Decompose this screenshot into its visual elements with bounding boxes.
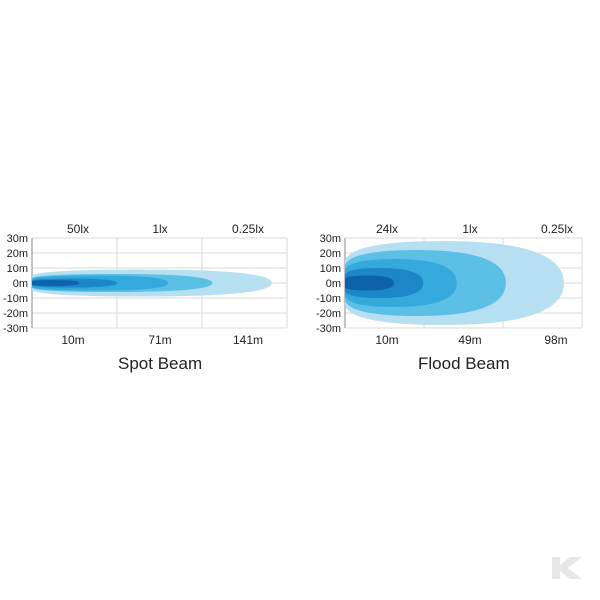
flood-beam-chart: 30m 20m 10m 0m -10m -20m -30m 24lx 1lx 0.25lx 10m 4… xyxy=(310,220,600,390)
spot-lux-label: 1lx xyxy=(152,222,167,236)
flood-y-tick-label: 20m xyxy=(320,248,341,260)
flood-beam-title: Flood Beam xyxy=(418,354,510,373)
spot-distance-label: 71m xyxy=(148,333,171,347)
flood-y-tick-label: 10m xyxy=(320,263,341,275)
spot-lux-label: 0.25lx xyxy=(232,222,264,236)
flood-distance-label: 49m xyxy=(458,333,481,347)
spot-y-tick-label: -20m xyxy=(3,308,28,320)
spot-y-tick-label: 30m xyxy=(7,233,28,245)
flood-distance-label: 10m xyxy=(375,333,398,347)
flood-distance-label: 98m xyxy=(544,333,567,347)
k-logo-icon xyxy=(550,555,586,586)
spot-beam-contour-4 xyxy=(32,280,80,286)
spot-y-tick-label: -10m xyxy=(3,293,28,305)
flood-beam-contour-4 xyxy=(345,275,395,291)
spot-y-tick-label: -30m xyxy=(3,323,28,335)
spot-y-tick-label: 10m xyxy=(7,263,28,275)
flood-y-tick-label: -30m xyxy=(316,323,341,335)
spot-distance-label: 141m xyxy=(233,333,263,347)
spot-y-tick-label: 20m xyxy=(7,248,28,260)
spot-lux-label: 50lx xyxy=(67,222,89,236)
flood-lux-label: 24lx xyxy=(376,222,398,236)
flood-beam-plot: 30m 20m 10m 0m -10m -20m -30m 24lx 1lx 0.25lx 10m 4… xyxy=(316,222,583,347)
spot-beam-chart: 30m 20m 10m 0m -10m -20m -30m 50lx 1lx 0.25lx 10m 7… xyxy=(0,220,300,390)
spot-beam-title: Spot Beam xyxy=(118,354,203,373)
flood-lux-label: 0.25lx xyxy=(541,222,573,236)
flood-y-tick-label: -10m xyxy=(316,293,341,305)
spot-y-tick-label: 0m xyxy=(13,278,28,290)
flood-y-tick-label: 30m xyxy=(320,233,341,245)
flood-y-tick-label: 0m xyxy=(326,278,341,290)
flood-lux-label: 1lx xyxy=(462,222,477,236)
spot-distance-label: 10m xyxy=(61,333,84,347)
spot-beam-plot: 30m 20m 10m 0m -10m -20m -30m 50lx 1lx 0.25lx 10m 7… xyxy=(3,222,288,347)
flood-y-tick-label: -20m xyxy=(316,308,341,320)
